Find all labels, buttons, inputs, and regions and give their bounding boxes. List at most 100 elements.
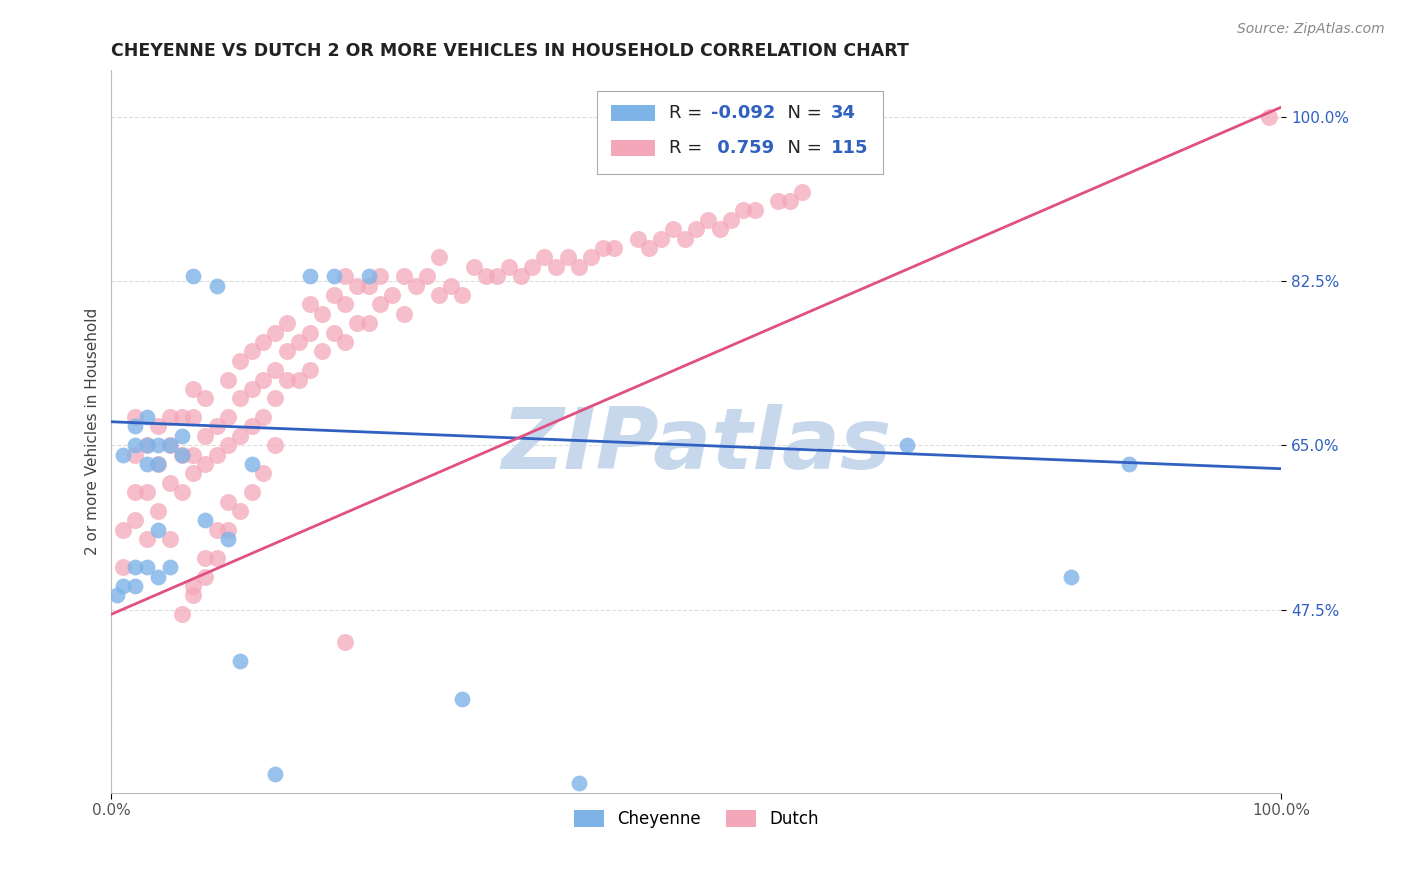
Point: [135, 410, 157, 425]
Point: [1118, 457, 1140, 471]
Point: [205, 448, 228, 462]
Point: [427, 251, 450, 265]
Point: [181, 410, 204, 425]
Point: [159, 475, 181, 490]
Point: [112, 560, 135, 574]
Point: [194, 429, 217, 443]
Point: [381, 288, 404, 302]
Point: [159, 532, 181, 546]
Point: [124, 410, 146, 425]
Point: [299, 326, 322, 340]
Point: [766, 194, 789, 208]
Text: -0.092: -0.092: [711, 104, 776, 122]
Point: [194, 392, 217, 406]
Point: [170, 448, 193, 462]
Point: [205, 550, 228, 565]
Point: [276, 316, 298, 330]
Point: [790, 185, 813, 199]
Point: [474, 269, 496, 284]
Point: [533, 251, 555, 265]
Point: [148, 523, 170, 537]
Point: [194, 550, 217, 565]
Point: [181, 579, 204, 593]
Point: [105, 589, 128, 603]
Point: [287, 372, 309, 386]
Point: [287, 334, 309, 349]
Point: [217, 438, 239, 452]
Point: [124, 579, 146, 593]
Point: [264, 326, 287, 340]
Point: [264, 767, 287, 781]
Point: [135, 457, 157, 471]
Point: [662, 222, 685, 236]
Point: [229, 392, 252, 406]
Text: 34: 34: [831, 104, 856, 122]
Point: [299, 269, 322, 284]
Point: [148, 504, 170, 518]
Point: [299, 297, 322, 311]
Point: [159, 438, 181, 452]
Point: [264, 363, 287, 377]
Point: [335, 635, 357, 649]
Point: [370, 297, 392, 311]
Point: [159, 560, 181, 574]
Point: [170, 607, 193, 622]
Point: [217, 372, 239, 386]
Point: [229, 353, 252, 368]
FancyBboxPatch shape: [596, 91, 883, 175]
Point: [205, 419, 228, 434]
Point: [416, 269, 439, 284]
Point: [311, 307, 333, 321]
Point: [322, 269, 344, 284]
Point: [240, 382, 263, 396]
Point: [463, 260, 485, 274]
Point: [498, 260, 520, 274]
Point: [229, 429, 252, 443]
FancyBboxPatch shape: [610, 105, 655, 121]
Point: [357, 278, 380, 293]
Point: [217, 494, 239, 508]
Text: 115: 115: [831, 139, 869, 157]
Point: [896, 438, 918, 452]
Point: [451, 288, 474, 302]
Point: [229, 654, 252, 668]
Point: [181, 382, 204, 396]
Point: [181, 467, 204, 481]
Point: [240, 457, 263, 471]
Text: ZIPatlas: ZIPatlas: [501, 404, 891, 487]
Point: [697, 213, 720, 227]
Point: [405, 278, 427, 293]
Point: [731, 203, 754, 218]
Point: [346, 278, 368, 293]
Point: [135, 485, 157, 500]
Text: 0.759: 0.759: [711, 139, 775, 157]
Point: [148, 419, 170, 434]
Point: [181, 269, 204, 284]
Point: [557, 251, 579, 265]
Point: [335, 269, 357, 284]
Point: [276, 344, 298, 359]
Point: [579, 251, 602, 265]
Point: [181, 589, 204, 603]
Point: [194, 513, 217, 527]
Text: N =: N =: [776, 139, 827, 157]
Point: [159, 438, 181, 452]
Point: [346, 316, 368, 330]
Point: [568, 260, 591, 274]
Point: [148, 438, 170, 452]
Point: [124, 513, 146, 527]
Point: [522, 260, 544, 274]
Point: [148, 570, 170, 584]
Point: [568, 776, 591, 790]
Point: [170, 448, 193, 462]
Point: [451, 691, 474, 706]
Point: [276, 372, 298, 386]
Point: [1059, 570, 1081, 584]
Point: [124, 419, 146, 434]
Point: [439, 278, 461, 293]
Point: [486, 269, 509, 284]
Point: [370, 269, 392, 284]
Text: R =: R =: [669, 139, 709, 157]
Point: [170, 429, 193, 443]
Point: [124, 438, 146, 452]
